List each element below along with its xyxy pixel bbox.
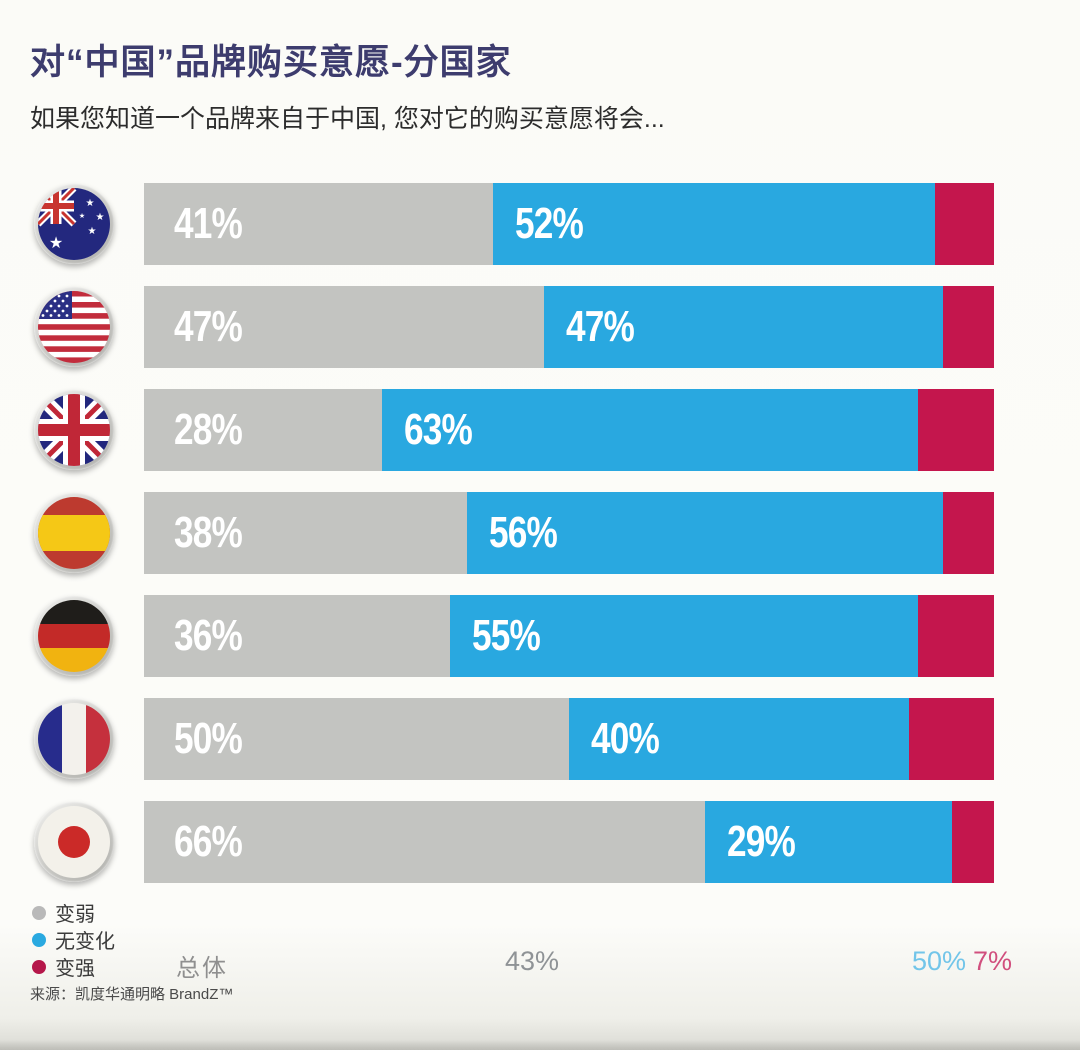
bar-united-kingdom: 28% 63% xyxy=(144,389,994,471)
segment-strengthen xyxy=(917,595,994,677)
unchanged-value: 40% xyxy=(591,714,660,763)
segment-weaken: 50% xyxy=(144,698,569,780)
segment-weaken: 66% xyxy=(144,801,705,883)
page-bottom-edge xyxy=(0,1040,1080,1050)
unchanged-value: 55% xyxy=(472,611,541,660)
segment-unchanged: 63% xyxy=(382,389,918,471)
legend-label: 无变化 xyxy=(55,931,115,953)
segment-strengthen xyxy=(943,492,994,574)
bar-united-states: 47% 47% xyxy=(144,286,994,368)
row-united-kingdom: 28% 63% xyxy=(34,389,1044,471)
row-united-states: 47% 47% xyxy=(34,286,1044,368)
flag-australia-icon: ★ ★ ★ ★ ★ xyxy=(34,184,114,264)
bar-france: 50% 40% xyxy=(144,698,994,780)
legend-label: 变强 xyxy=(55,958,95,980)
svg-text:★: ★ xyxy=(49,235,63,252)
bar-rows: ★ ★ ★ ★ ★ 41% 52% xyxy=(34,183,1044,904)
weaken-value: 38% xyxy=(174,508,243,557)
unchanged-dot-icon xyxy=(32,932,46,947)
flag-united-states-icon xyxy=(34,287,114,367)
unchanged-value: 63% xyxy=(404,405,473,454)
overall-label: 总体 xyxy=(176,955,228,982)
weaken-value: 41% xyxy=(174,199,243,248)
segment-unchanged: 56% xyxy=(467,492,943,574)
weaken-value: 47% xyxy=(174,302,243,351)
weaken-dot-icon xyxy=(32,905,46,920)
segment-strengthen xyxy=(943,286,994,368)
legend-item-unchanged: 无变化 xyxy=(32,926,115,953)
row-spain: 38% 56% xyxy=(34,492,1044,574)
flag-spain-icon xyxy=(34,493,114,573)
row-japan: 66% 29% xyxy=(34,801,1044,883)
bar-spain: 38% 56% xyxy=(144,492,994,574)
segment-unchanged: 47% xyxy=(543,286,943,368)
legend-item-strengthen: 变强 xyxy=(32,953,115,980)
weaken-value: 36% xyxy=(174,611,243,660)
source-note: 来源：凯度华通明略 BrandZ™ xyxy=(30,986,234,1003)
segment-weaken: 36% xyxy=(144,595,450,677)
unchanged-value: 29% xyxy=(727,817,796,866)
unchanged-value: 56% xyxy=(489,508,558,557)
unchanged-value: 47% xyxy=(565,302,635,351)
segment-weaken: 47% xyxy=(144,286,544,368)
row-germany: 36% 55% xyxy=(34,595,1044,677)
bar-japan: 66% 29% xyxy=(144,801,994,883)
segment-weaken: 41% xyxy=(144,183,493,265)
weaken-value: 50% xyxy=(174,714,243,763)
row-australia: ★ ★ ★ ★ ★ 41% 52% xyxy=(34,183,1044,265)
bar-germany: 36% 55% xyxy=(144,595,994,677)
weaken-value: 28% xyxy=(174,405,243,454)
weaken-value: 66% xyxy=(174,817,243,866)
bar-australia: 41% 52% xyxy=(144,183,994,265)
segment-unchanged: 29% xyxy=(705,801,952,883)
flag-japan-icon xyxy=(34,802,114,882)
segment-strengthen xyxy=(934,183,994,265)
overall-strengthen-value: 7% xyxy=(973,946,1013,976)
overall-weaken-value: 43% xyxy=(505,946,560,976)
unchanged-value: 52% xyxy=(514,199,584,248)
segment-weaken: 38% xyxy=(144,492,467,574)
legend-item-weaken: 变弱 xyxy=(32,899,115,926)
overall-unchanged-value: 50% xyxy=(912,946,967,976)
row-france: 50% 40% xyxy=(34,698,1044,780)
flag-united-kingdom-icon xyxy=(34,390,114,470)
svg-text:★: ★ xyxy=(86,198,95,209)
strengthen-dot-icon xyxy=(32,959,46,974)
chart-title: 对“中国”品牌购买意愿-分国家 xyxy=(30,43,512,82)
chart-subtitle: 如果您知道一个品牌来自于中国, 您对它的购买意愿将会... xyxy=(30,105,665,133)
svg-text:★: ★ xyxy=(96,212,105,223)
svg-text:★: ★ xyxy=(88,226,97,237)
svg-text:★: ★ xyxy=(79,212,85,220)
flag-france-icon xyxy=(34,699,114,779)
segment-weaken: 28% xyxy=(144,389,382,471)
segment-strengthen xyxy=(909,698,994,780)
flag-germany-icon xyxy=(34,596,114,676)
segment-unchanged: 40% xyxy=(569,698,909,780)
segment-strengthen xyxy=(917,389,994,471)
segment-unchanged: 52% xyxy=(492,183,935,265)
legend-label: 变弱 xyxy=(55,904,95,926)
segment-strengthen xyxy=(951,801,994,883)
segment-unchanged: 55% xyxy=(450,595,918,677)
legend: 变弱 无变化 变强 xyxy=(32,899,115,980)
